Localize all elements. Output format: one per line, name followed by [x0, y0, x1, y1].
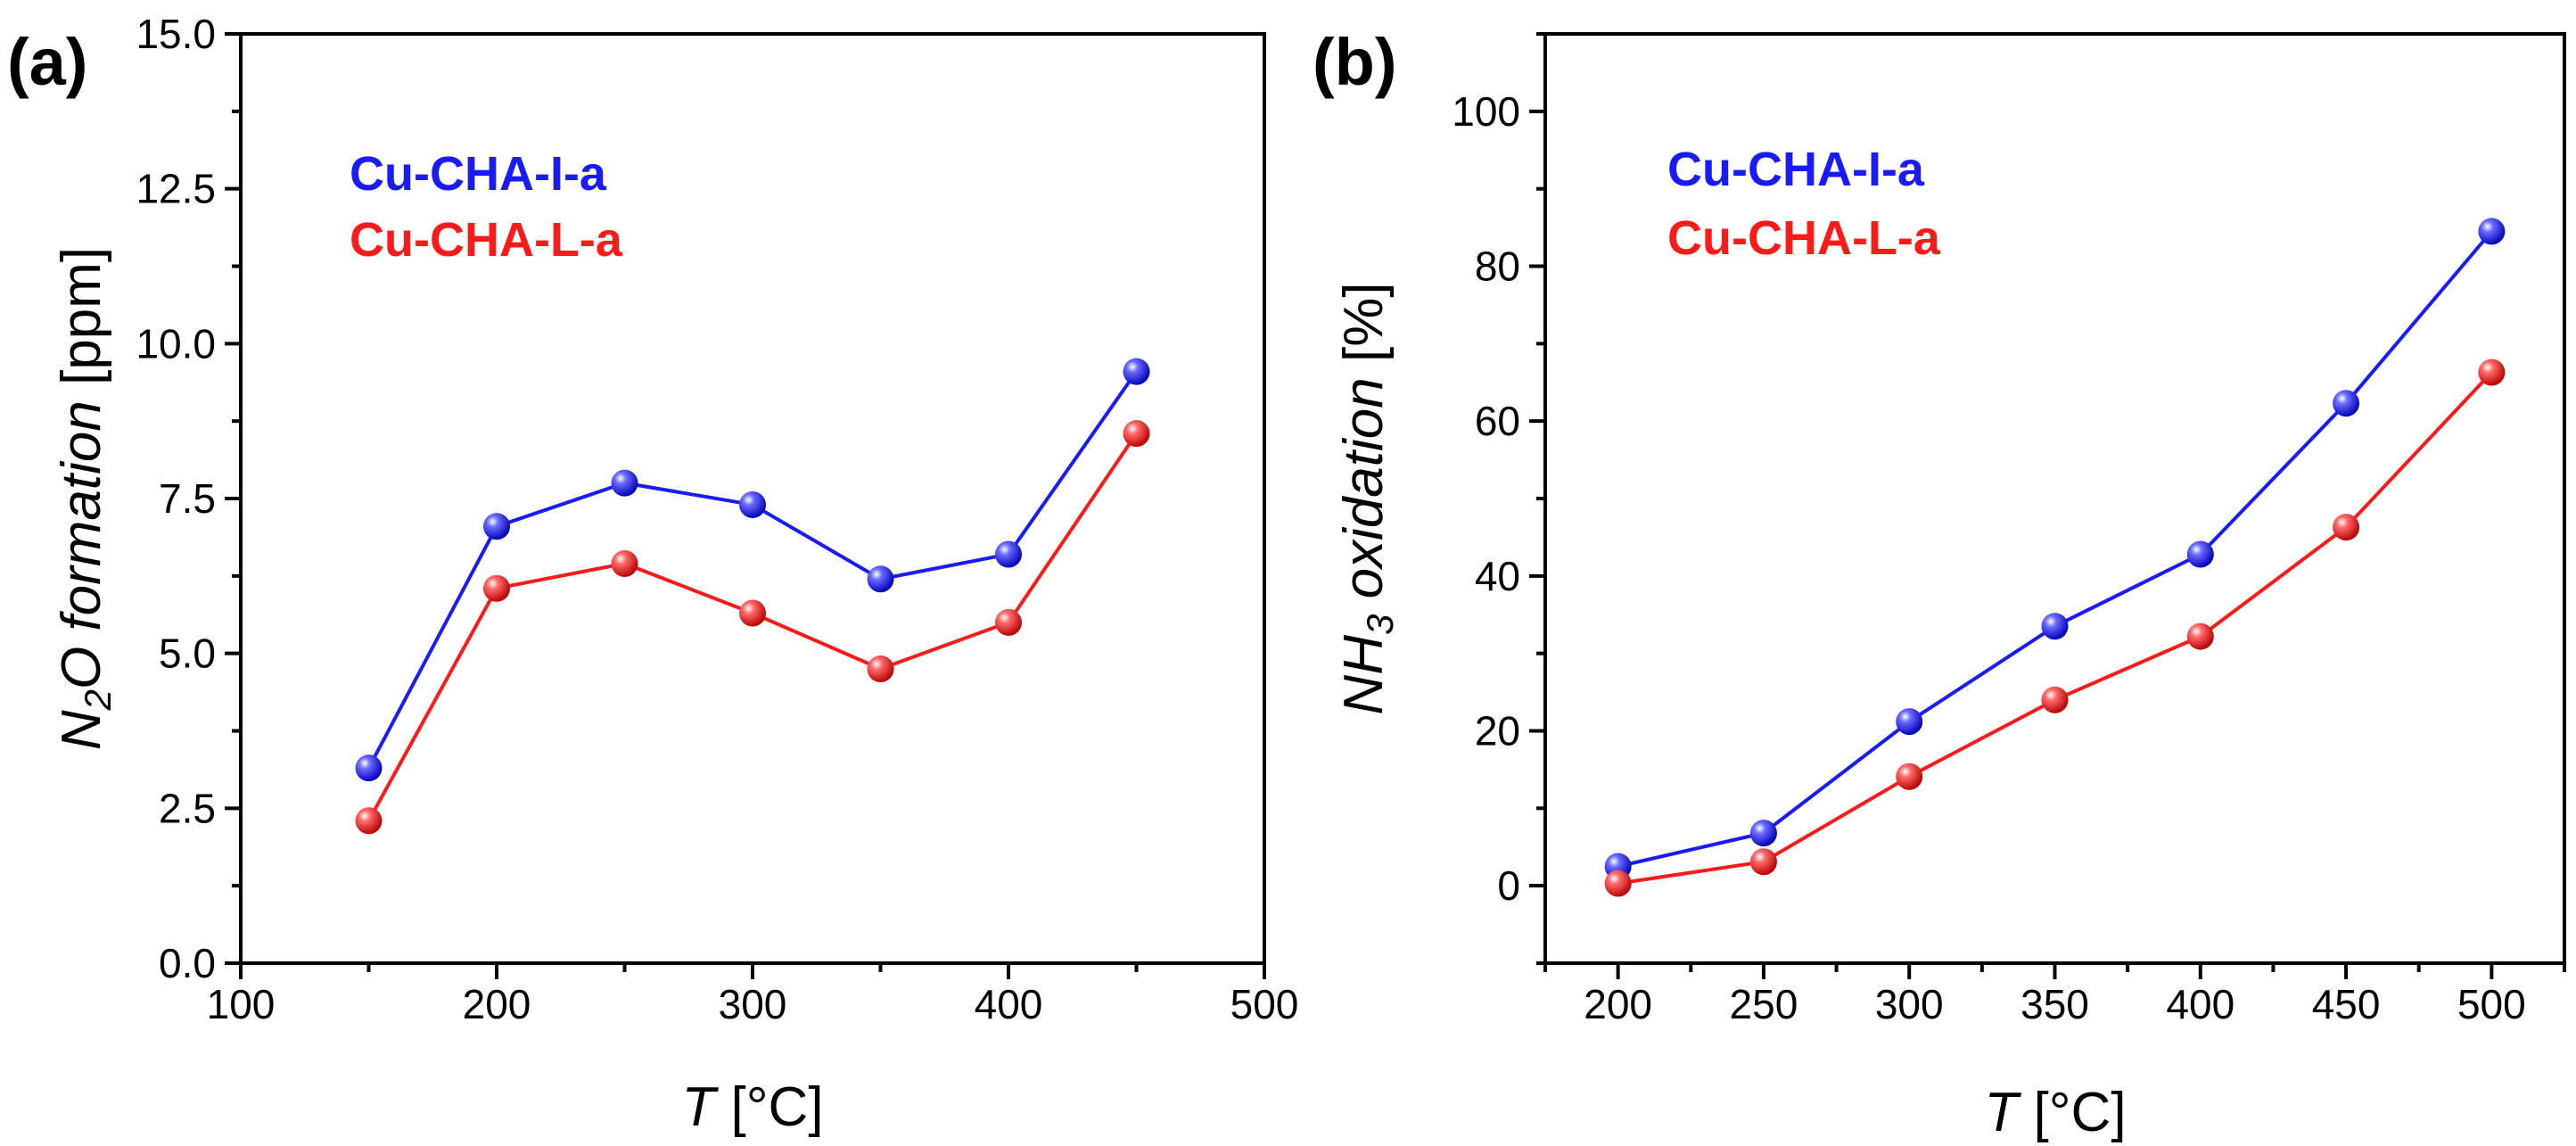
data-point-b-1	[1896, 708, 1923, 736]
x-tick-label-a: 300	[719, 981, 787, 1027]
series-line-a-1	[366, 370, 1139, 770]
x-tick-label-a: 200	[463, 981, 531, 1027]
chart-panel-b: (b) 200 250 300 350 400 450 500 0 20 40 60 80 100 Cu…	[1313, 25, 2566, 1143]
data-point-b-2	[2186, 622, 2214, 650]
data-point-a-2	[483, 574, 510, 602]
data-point-a-1	[867, 565, 894, 593]
y-tick-label-a: 2.5	[159, 785, 216, 831]
data-point-b-2	[1896, 763, 1923, 790]
y-tick-label-b: 100	[1452, 88, 1520, 135]
data-point-a-2	[739, 599, 766, 627]
data-point-b-2	[2333, 514, 2360, 541]
y-tick-label-a: 7.5	[159, 475, 216, 522]
data-point-b-1	[2333, 390, 2360, 417]
legend-b: Cu-CHA-I-a Cu-CHA-L-a	[1667, 143, 1941, 265]
y-tick-label-b: 60	[1475, 398, 1520, 444]
data-point-a-2	[995, 608, 1022, 636]
y-axis-label-a: N2O formation [ppm]	[51, 247, 119, 750]
y-tick-label-b: 0	[1497, 862, 1520, 909]
x-tick-label-a: 100	[207, 981, 276, 1027]
x-tick-label-a: 400	[975, 981, 1043, 1027]
data-point-a-2	[611, 549, 638, 577]
data-point-b-2	[2478, 359, 2506, 386]
x-tick-label-b: 200	[1584, 981, 1652, 1027]
x-tick-label-b: 450	[2312, 981, 2381, 1027]
data-point-b-1	[2041, 613, 2069, 640]
y-tick-label-a: 0.0	[159, 940, 216, 986]
legend-entry-b-2: Cu-CHA-L-a	[1667, 211, 1941, 265]
ticks-layer-b: 200 250 300 350 400 450 500 0 20 40 60 80 100	[1452, 32, 2566, 1027]
data-point-a-1	[1123, 358, 1150, 385]
legend-a: Cu-CHA-I-a Cu-CHA-L-a	[350, 147, 623, 267]
x-axis-label-a: T [°C]	[681, 1076, 823, 1138]
series-layer-a	[355, 358, 1150, 835]
x-tick-label-b: 350	[2020, 981, 2089, 1027]
y-tick-label-a: 5.0	[159, 631, 216, 677]
data-point-b-2	[2041, 686, 2069, 713]
x-tick-label-b: 500	[2457, 981, 2526, 1027]
data-point-a-1	[739, 491, 766, 518]
chart-panel-a: (a) 100 200 300 400 5000.02.55.07.510.012.51…	[7, 11, 1298, 1138]
data-point-a-2	[867, 655, 894, 683]
x-tick-label-b: 250	[1730, 981, 1798, 1027]
y-tick-label-a: 15.0	[136, 11, 216, 57]
series-layer-b	[1604, 218, 2506, 897]
series-line-b-1	[1617, 230, 2493, 869]
panel-label-a: (a)	[7, 25, 87, 99]
data-point-a-1	[355, 754, 383, 782]
data-point-b-1	[1749, 820, 1777, 847]
y-tick-label-b: 20	[1475, 708, 1520, 754]
data-point-a-1	[995, 540, 1022, 568]
y-tick-label-a: 12.5	[136, 166, 216, 212]
data-point-b-2	[1749, 848, 1777, 876]
data-point-a-1	[611, 469, 638, 497]
data-point-b-1	[2478, 218, 2506, 245]
x-tick-label-b: 300	[1875, 981, 1944, 1027]
legend-entry-a-2: Cu-CHA-L-a	[350, 213, 623, 267]
legend-entry-b-1: Cu-CHA-I-a	[1667, 143, 1925, 196]
data-point-b-2	[1604, 870, 1632, 897]
data-point-b-1	[2186, 540, 2214, 568]
data-point-a-2	[355, 807, 383, 835]
y-tick-label-b: 40	[1475, 553, 1520, 599]
x-tick-label-b: 400	[2166, 981, 2234, 1027]
y-tick-label-b: 80	[1475, 243, 1520, 290]
y-tick-label-a: 10.0	[136, 320, 216, 367]
ticks-layer-a: 100 200 300 400 500 0.0 2.5 5.0 7.5 10.0 12.5 15.0	[136, 11, 1298, 1027]
data-point-a-2	[1123, 420, 1150, 448]
y-axis-label-b: NH3 oxidation [%]	[1333, 282, 1401, 714]
x-tick-label-a: 500	[1230, 981, 1299, 1027]
x-axis-label-b: T [°C]	[1984, 1082, 2126, 1143]
legend-entry-a-1: Cu-CHA-I-a	[350, 147, 607, 201]
data-point-a-1	[483, 513, 510, 540]
panel-label-b: (b)	[1313, 25, 1397, 99]
